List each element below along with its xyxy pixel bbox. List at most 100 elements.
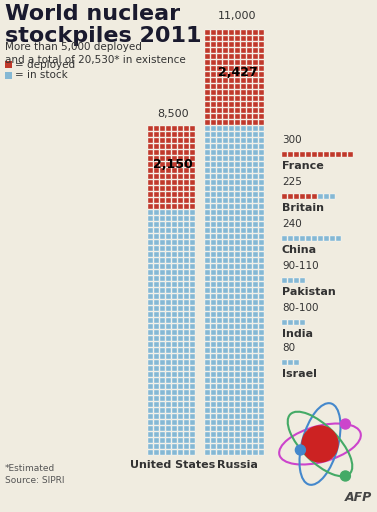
Bar: [253, 168, 258, 173]
Bar: [205, 60, 210, 65]
Bar: [247, 234, 252, 239]
Bar: [166, 270, 171, 275]
Bar: [241, 156, 246, 161]
Bar: [217, 252, 222, 257]
Bar: [247, 108, 252, 113]
Bar: [184, 366, 189, 371]
Bar: [148, 414, 153, 419]
Bar: [148, 432, 153, 437]
Bar: [178, 126, 183, 131]
Bar: [247, 216, 252, 221]
Bar: [229, 210, 234, 215]
Bar: [178, 420, 183, 425]
Bar: [178, 168, 183, 173]
Bar: [148, 180, 153, 185]
Bar: [229, 414, 234, 419]
Bar: [253, 270, 258, 275]
Bar: [160, 372, 165, 377]
Bar: [166, 384, 171, 389]
Bar: [235, 150, 240, 155]
Bar: [241, 108, 246, 113]
Bar: [172, 288, 177, 293]
Bar: [235, 84, 240, 89]
Bar: [223, 294, 228, 299]
Bar: [253, 288, 258, 293]
Bar: [178, 252, 183, 257]
Bar: [172, 330, 177, 335]
Bar: [166, 234, 171, 239]
Bar: [247, 270, 252, 275]
Bar: [241, 270, 246, 275]
Bar: [223, 324, 228, 329]
Bar: [160, 138, 165, 143]
Bar: [211, 444, 216, 449]
Bar: [172, 306, 177, 311]
Bar: [160, 330, 165, 335]
Bar: [160, 384, 165, 389]
Bar: [160, 150, 165, 155]
Bar: [247, 144, 252, 149]
Bar: [184, 234, 189, 239]
Bar: [259, 390, 264, 395]
Bar: [247, 66, 252, 71]
Bar: [160, 366, 165, 371]
Bar: [223, 228, 228, 233]
Bar: [217, 126, 222, 131]
Bar: [235, 252, 240, 257]
Bar: [148, 234, 153, 239]
Bar: [178, 150, 183, 155]
Bar: [178, 198, 183, 203]
Bar: [172, 336, 177, 341]
Bar: [166, 390, 171, 395]
Bar: [190, 360, 195, 365]
Bar: [166, 354, 171, 359]
Bar: [253, 282, 258, 287]
Bar: [229, 408, 234, 413]
Bar: [330, 152, 335, 157]
Bar: [241, 420, 246, 425]
Bar: [211, 84, 216, 89]
Bar: [166, 426, 171, 431]
Bar: [235, 174, 240, 179]
Bar: [211, 114, 216, 119]
Bar: [178, 156, 183, 161]
Bar: [211, 108, 216, 113]
Bar: [288, 278, 293, 283]
Bar: [166, 450, 171, 455]
Text: India: India: [282, 329, 313, 339]
Bar: [229, 60, 234, 65]
Bar: [148, 354, 153, 359]
Bar: [205, 390, 210, 395]
Bar: [190, 162, 195, 167]
Text: 8,500: 8,500: [157, 109, 189, 119]
Bar: [259, 240, 264, 245]
Bar: [259, 120, 264, 125]
Bar: [148, 318, 153, 323]
Bar: [190, 138, 195, 143]
Bar: [247, 240, 252, 245]
Bar: [259, 402, 264, 407]
Bar: [160, 306, 165, 311]
Bar: [229, 402, 234, 407]
Bar: [223, 72, 228, 77]
Bar: [241, 48, 246, 53]
Bar: [235, 348, 240, 353]
Bar: [166, 246, 171, 251]
Bar: [235, 246, 240, 251]
Bar: [247, 198, 252, 203]
Bar: [229, 246, 234, 251]
Bar: [241, 360, 246, 365]
Bar: [205, 186, 210, 191]
Bar: [154, 360, 159, 365]
Bar: [154, 174, 159, 179]
Bar: [235, 126, 240, 131]
Bar: [160, 258, 165, 263]
Bar: [229, 300, 234, 305]
Bar: [190, 330, 195, 335]
Bar: [160, 252, 165, 257]
Bar: [247, 282, 252, 287]
Bar: [247, 330, 252, 335]
Bar: [247, 276, 252, 281]
Bar: [229, 252, 234, 257]
Bar: [223, 120, 228, 125]
